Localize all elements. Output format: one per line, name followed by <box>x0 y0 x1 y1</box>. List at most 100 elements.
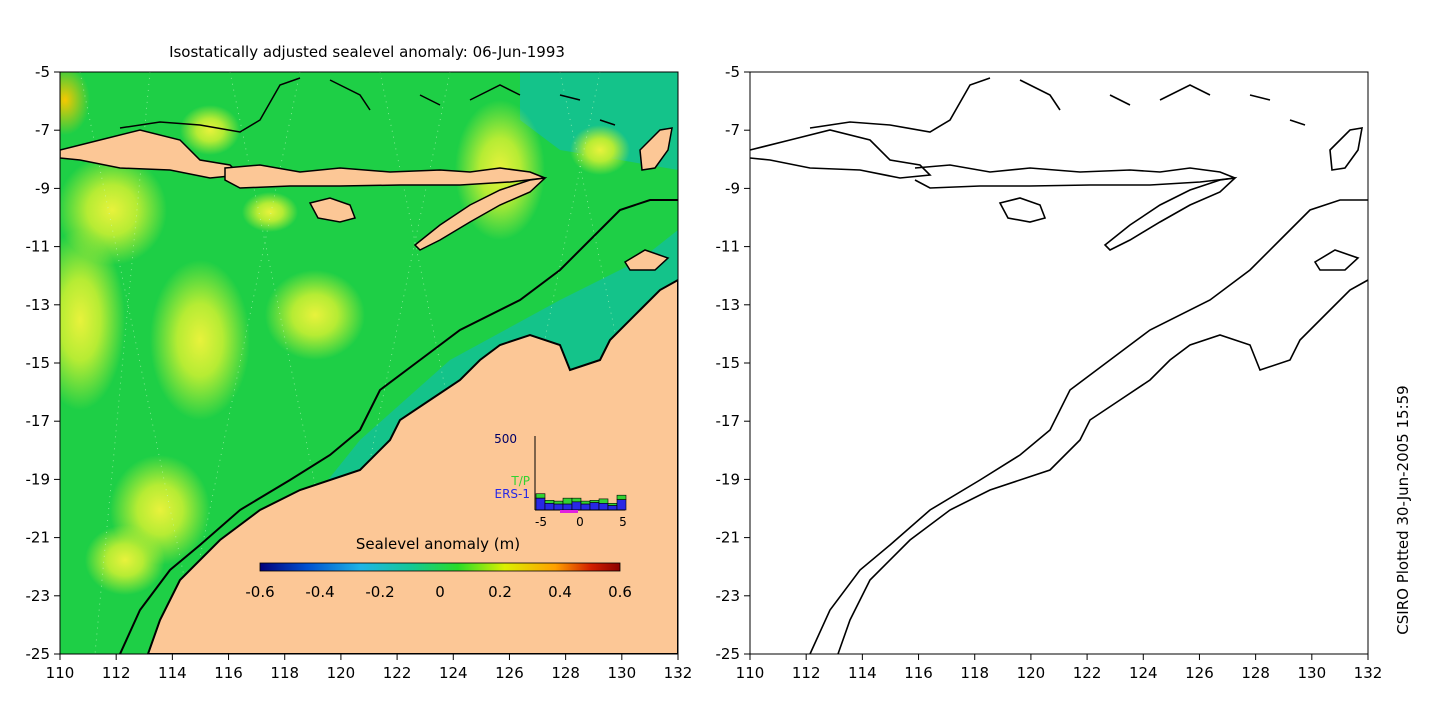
rm-sumba <box>998 197 1047 223</box>
colorbar-tick-label: -0.2 <box>365 583 394 601</box>
y-tick-label: -7 <box>725 121 740 139</box>
x-tick-label: 116 <box>214 664 243 682</box>
inset-x-tick-label: 0 <box>576 515 584 529</box>
inset-bar-tp <box>535 493 546 499</box>
x-tick-label: 114 <box>848 664 877 682</box>
inset-bar-ers1 <box>562 503 573 511</box>
left-x-axis: 110 112 114 116 118 120 122 124 126 128 130 132 <box>46 654 692 682</box>
inset-ymax-label: 500 <box>494 432 517 446</box>
y-tick-label: -11 <box>26 238 51 256</box>
rm-australia-coast <box>837 279 1369 655</box>
x-tick-label: 112 <box>792 664 821 682</box>
y-tick-label: -23 <box>26 587 51 605</box>
lesser-sunda-land <box>224 164 546 189</box>
inset-bar-ers1 <box>580 503 591 511</box>
x-tick-label: 120 <box>327 664 356 682</box>
inset-bar-ers1 <box>589 502 600 511</box>
y-tick-label: -21 <box>716 529 741 547</box>
colorbar-tick-label: 0.6 <box>608 583 632 601</box>
inset-bar-tp <box>553 500 564 505</box>
x-tick-label: 122 <box>1073 664 1102 682</box>
y-tick-label: -9 <box>725 179 740 197</box>
y-tick-label: -15 <box>716 354 741 372</box>
x-tick-label: 130 <box>607 664 636 682</box>
x-tick-label: 128 <box>1241 664 1270 682</box>
x-tick-label: 126 <box>495 664 524 682</box>
y-tick-label: -23 <box>716 587 741 605</box>
legend-tp: T/P <box>510 474 530 488</box>
y-tick-label: -13 <box>26 296 51 314</box>
colorbar-tick-label: 0.4 <box>548 583 572 601</box>
x-tick-label: 110 <box>46 664 75 682</box>
inset-histogram: 500 T/P ERS-1 -5 0 5 <box>494 432 627 529</box>
x-tick-label: 124 <box>1129 664 1158 682</box>
inset-bar-ers1 <box>607 505 618 511</box>
y-tick-label: -13 <box>716 296 741 314</box>
colorbar-label: Sealevel anomaly (m) <box>356 535 520 553</box>
x-tick-label: 128 <box>551 664 580 682</box>
y-tick-label: -19 <box>716 470 741 488</box>
sumba-land <box>308 197 356 223</box>
ne-islands-land <box>639 127 673 171</box>
anomaly-map <box>60 72 678 654</box>
x-tick-label: 124 <box>439 664 468 682</box>
x-tick-label: 116 <box>904 664 933 682</box>
left-y-axis: -5 -7 -9 -11 -13 -15 -17 -19 -21 -23 -25 <box>26 63 60 663</box>
coastline-map <box>749 71 1369 655</box>
x-tick-label: 126 <box>1185 664 1214 682</box>
plot-credit: CSIRO Plotted 30-Jun-2005 15:59 <box>1394 385 1412 634</box>
right-map-frame <box>749 71 1369 655</box>
legend-ers1: ERS-1 <box>494 487 530 501</box>
australia-land <box>146 278 678 654</box>
rm-ne-islands <box>1329 127 1363 171</box>
inset-bar-ers1 <box>535 497 546 511</box>
inset-bar-ers1 <box>553 503 564 511</box>
inset-bar-tp <box>598 498 609 504</box>
rm-java <box>749 129 932 179</box>
y-tick-label: -15 <box>26 354 51 372</box>
x-tick-label: 122 <box>383 664 412 682</box>
y-tick-label: -17 <box>716 412 741 430</box>
y-tick-label: -21 <box>26 529 51 547</box>
inset-bar-ers1 <box>544 503 555 511</box>
timor-land <box>413 176 548 251</box>
x-tick-label: 132 <box>1354 664 1383 682</box>
rm-timor <box>1103 176 1238 251</box>
plot-title: Isostatically adjusted sealevel anomaly:… <box>169 43 565 61</box>
y-tick-label: -7 <box>35 121 50 139</box>
inset-bar-ers1 <box>598 503 609 511</box>
x-tick-label: 114 <box>158 664 187 682</box>
inset-bar-tp <box>580 500 591 505</box>
inset-bar-tp <box>589 500 600 503</box>
y-tick-label: -11 <box>716 238 741 256</box>
colorbar-tick-label: 0 <box>435 583 445 601</box>
x-tick-label: 118 <box>960 664 989 682</box>
colorbar: Sealevel anomaly (m) -0.6 -0.4 -0.2 0 0.2 0.4… <box>245 535 632 601</box>
y-tick-label: -5 <box>35 63 50 81</box>
y-tick-label: -19 <box>26 470 51 488</box>
colorbar-tick-label: -0.4 <box>305 583 334 601</box>
rm-northern-coasts <box>809 77 1306 133</box>
inset-x-tick-label: 5 <box>619 515 627 529</box>
inset-bar-ers1 <box>616 499 627 511</box>
inset-bar-tp <box>616 494 627 500</box>
y-tick-label: -25 <box>716 645 741 663</box>
inset-bar-ers1 <box>571 501 582 511</box>
x-tick-label: 118 <box>270 664 299 682</box>
northern-coasts <box>119 77 616 133</box>
wetar-land <box>623 249 670 271</box>
inset-bar-tp <box>571 497 582 503</box>
right-y-axis: -5 -7 -9 -11 -13 -15 -17 -19 -21 -23 -25 <box>716 63 750 663</box>
y-tick-label: -25 <box>26 645 51 663</box>
rm-shelf-contour <box>809 199 1368 655</box>
shelf-contour <box>119 199 678 654</box>
x-tick-label: 112 <box>102 664 131 682</box>
x-tick-label: 120 <box>1017 664 1046 682</box>
inset-bar-tp <box>607 503 618 506</box>
y-tick-label: -17 <box>26 412 51 430</box>
anomaly-highs <box>60 72 630 595</box>
x-tick-label: 130 <box>1297 664 1326 682</box>
colorbar-tick-label: -0.6 <box>245 583 274 601</box>
inset-bar-tp <box>544 500 555 504</box>
